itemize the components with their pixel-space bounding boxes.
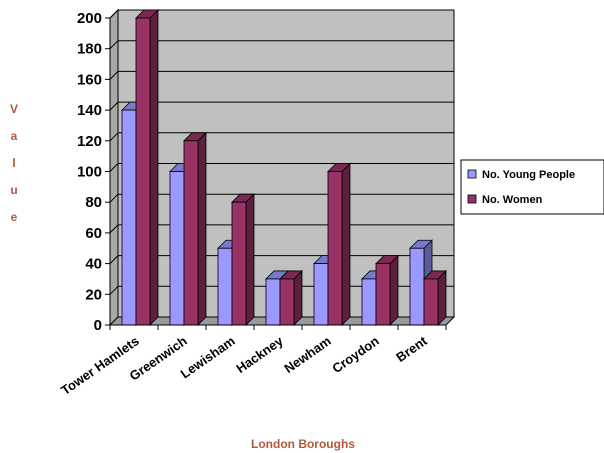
y-tick-label: 60	[85, 225, 102, 242]
bar-side	[197, 131, 207, 326]
legend-label: No. Young People	[482, 169, 575, 181]
gridline-side	[109, 163, 119, 172]
y-axis-title-letter: e	[11, 210, 18, 224]
y-tick-label: 40	[85, 256, 102, 273]
y-tick-label: 20	[85, 286, 102, 303]
bar-front	[409, 247, 425, 326]
bar-front	[375, 263, 391, 326]
y-tick-label: 80	[85, 194, 102, 211]
bar	[423, 269, 447, 326]
bar	[135, 9, 159, 326]
axes	[105, 17, 447, 330]
bar-side	[341, 162, 351, 326]
y-axis-title-letter: u	[10, 183, 17, 197]
bar-side	[293, 269, 303, 326]
gridline-side	[109, 224, 119, 234]
bar-side	[437, 269, 447, 326]
x-tick-label: Hackney	[233, 333, 286, 376]
bar-side	[389, 254, 399, 326]
bar-side	[149, 9, 159, 326]
bar	[231, 193, 255, 326]
y-tick-label: 200	[77, 10, 102, 27]
bar-front	[231, 201, 247, 326]
bar-front	[327, 171, 343, 326]
bar-front	[423, 278, 439, 326]
x-axis-title: London Boroughs	[251, 437, 355, 451]
gridline-side	[109, 101, 119, 111]
gridline-side	[109, 285, 119, 295]
bar-front	[121, 109, 137, 326]
gridline-side	[109, 255, 119, 264]
bar-front	[361, 278, 377, 326]
legend-items: No. Young People No. Women	[467, 169, 575, 206]
y-axis-title-letter: a	[11, 129, 18, 143]
x-tick-label: Tower Hamlets	[58, 333, 142, 398]
y-tick-label: 160	[77, 71, 102, 88]
x-tick-label: Croydon	[329, 333, 381, 376]
y-tick-label: 140	[77, 102, 102, 119]
bar	[279, 269, 303, 326]
gridline-side	[109, 40, 119, 50]
x-tick-label: Brent	[393, 333, 430, 365]
legend: No. Young People No. Women	[460, 159, 604, 215]
bar	[327, 162, 351, 326]
y-axis-title-letter: V	[10, 102, 18, 116]
gridline-side	[109, 193, 119, 203]
legend-label: No. Women	[482, 194, 543, 206]
y-tick-label: 100	[77, 164, 102, 181]
x-tick-label: Newham	[281, 333, 333, 376]
legend-swatch	[467, 194, 477, 204]
legend-swatch	[467, 169, 477, 179]
bar-front	[183, 140, 199, 326]
bar-front	[135, 17, 151, 326]
bar-front	[169, 171, 185, 326]
legend-frame	[460, 159, 604, 215]
bar-front	[265, 278, 281, 326]
gridline-side	[109, 132, 119, 142]
y-tick-label: 0	[94, 317, 102, 334]
bar-front	[217, 247, 233, 326]
gridline-side	[109, 71, 119, 80]
bar-side	[245, 193, 255, 326]
bar-front	[279, 278, 295, 326]
y-tick-label: 120	[77, 133, 102, 150]
y-axis-title-letter: l	[12, 156, 15, 170]
bars	[121, 9, 447, 326]
x-tick-label: Lewisham	[178, 333, 238, 381]
bar	[183, 131, 207, 326]
y-tick-label: 180	[77, 41, 102, 58]
bar	[375, 254, 399, 326]
gridline-side	[109, 9, 119, 19]
bar-front	[313, 263, 329, 326]
